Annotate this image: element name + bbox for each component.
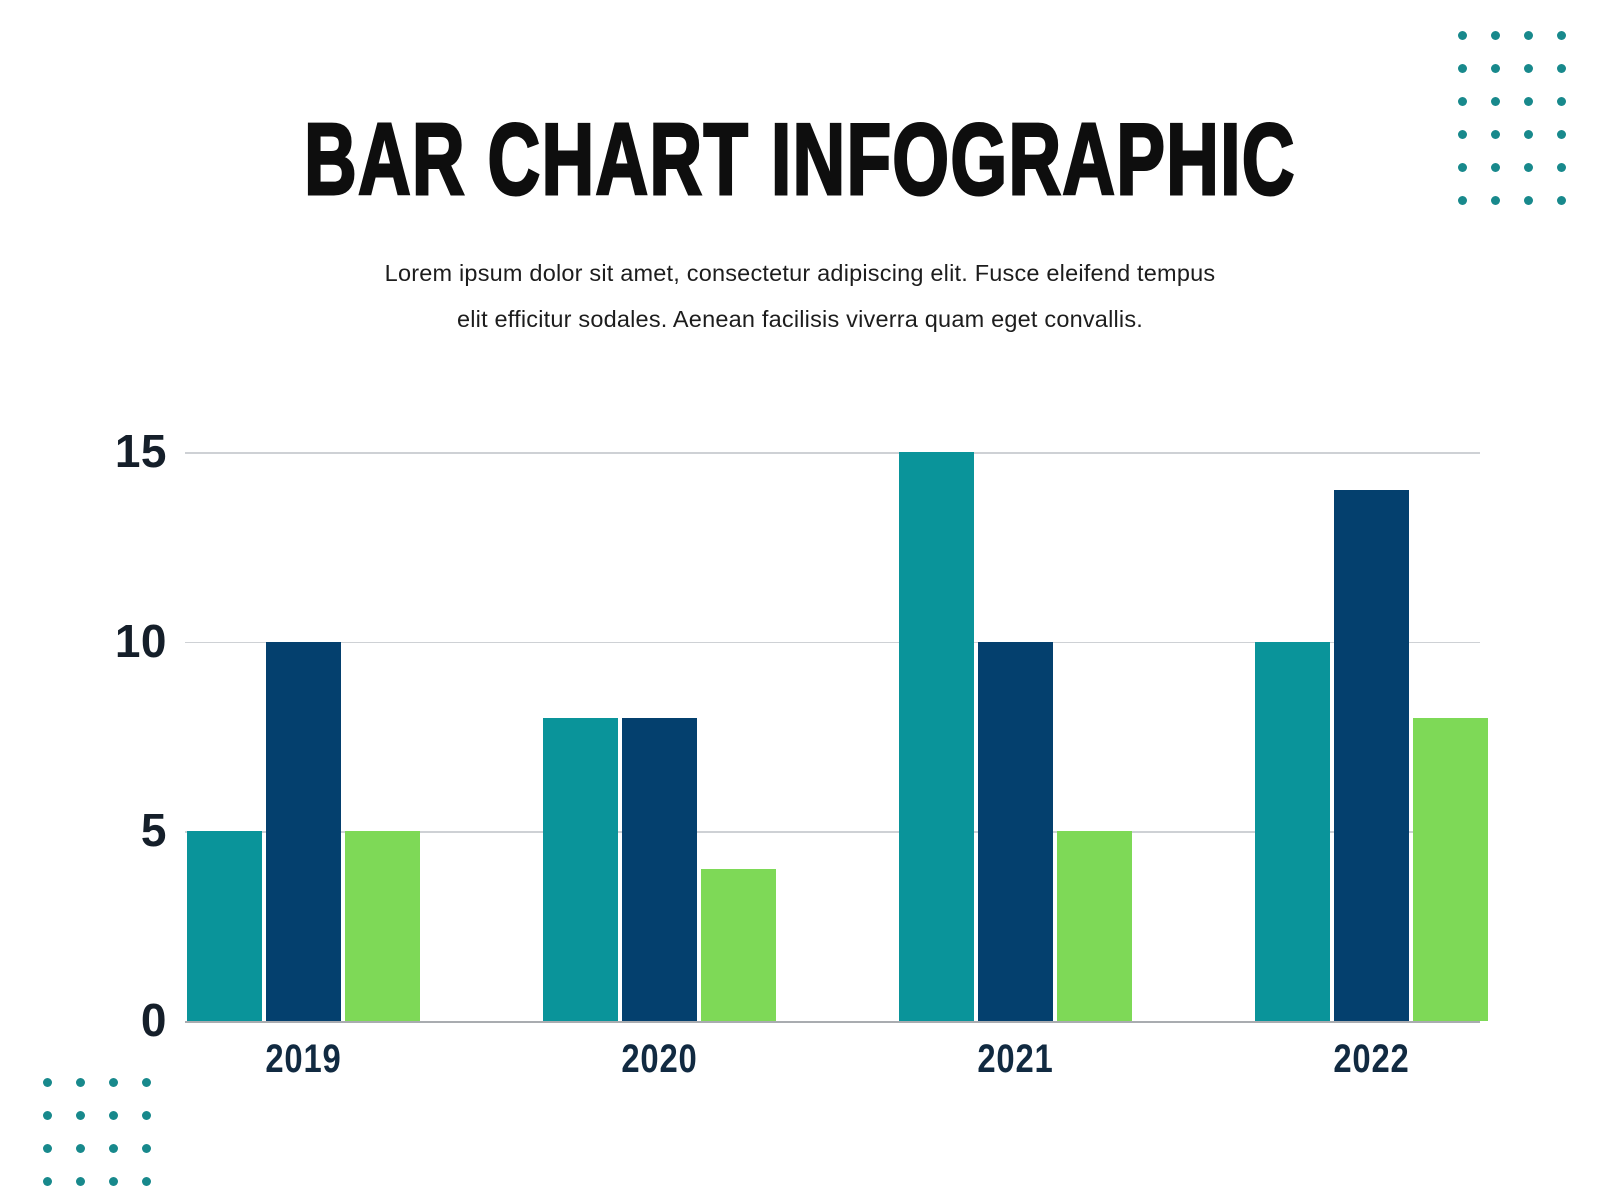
y-axis-tick-label-10: 10 [114, 614, 167, 667]
decor-dot [1557, 97, 1566, 106]
decor-dot [109, 1144, 118, 1153]
bar-series-2-navy-2022 [1334, 489, 1409, 1021]
x-axis-category-label-2021: 2021 [977, 1037, 1054, 1081]
decor-dot [1491, 163, 1500, 172]
x-axis-category-label-2020: 2020 [621, 1037, 698, 1081]
decor-dot [43, 1111, 52, 1120]
page-title: BAR CHART INFOGRAPHIC [303, 103, 1296, 218]
bar-series-2-navy-2021 [978, 641, 1053, 1021]
decor-dot [109, 1111, 118, 1120]
decor-dot [1458, 97, 1467, 106]
gridline-y-15 [185, 452, 1480, 454]
decor-dot [142, 1111, 151, 1120]
bar-group-2022 [1255, 489, 1488, 1021]
decor-dot [109, 1078, 118, 1087]
chart-plot-area: 2019 2020 2021 2022 [185, 452, 1488, 1081]
decor-dot-grid-top-right [1458, 31, 1566, 205]
decor-dot [1524, 31, 1533, 40]
bar-series-2-navy-2019 [266, 641, 341, 1021]
y-axis: 15 10 5 0 [55, 425, 167, 1046]
subtitle-line-2: elit efficitur sodales. Aenean facilisis… [456, 306, 1144, 332]
decor-dot [1524, 196, 1533, 205]
y-axis-tick-label-15: 15 [114, 424, 167, 477]
decor-dot [1557, 163, 1566, 172]
decor-dot [43, 1078, 52, 1087]
bar-group-2021 [899, 452, 1132, 1021]
bar-group-2019 [187, 641, 420, 1021]
decor-dot [76, 1177, 85, 1186]
decor-dot [1524, 163, 1533, 172]
decor-dot [76, 1078, 85, 1087]
decor-dot [1524, 130, 1533, 139]
decor-dot [1458, 31, 1467, 40]
subtitle-line-1: Lorem ipsum dolor sit amet, consectetur … [384, 260, 1216, 286]
decor-dot [109, 1177, 118, 1186]
subtitle: Lorem ipsum dolor sit amet, consectetur … [0, 250, 1600, 342]
gridline-y-5 [185, 831, 1480, 833]
decor-dot [1491, 130, 1500, 139]
decor-dot [1524, 64, 1533, 73]
decor-dot [1557, 130, 1566, 139]
bar-series-3-green-2022 [1413, 717, 1488, 1021]
decor-dot [43, 1144, 52, 1153]
decor-dot [142, 1144, 151, 1153]
bar-series-1-teal-2020 [543, 717, 618, 1021]
decor-dot [1491, 31, 1500, 40]
bar-series-1-teal-2019 [187, 831, 262, 1021]
decor-dot-grid-bottom-left [43, 1078, 151, 1186]
decor-dot [76, 1144, 85, 1153]
x-axis-category-label-2022: 2022 [1333, 1037, 1410, 1081]
decor-dot [1557, 64, 1566, 73]
decor-dot [1458, 163, 1467, 172]
decor-dot [1524, 97, 1533, 106]
bar-series-1-teal-2021 [899, 452, 974, 1021]
decor-dot [76, 1111, 85, 1120]
decor-dot [1557, 196, 1566, 205]
decor-dot [43, 1177, 52, 1186]
decor-dot [1458, 196, 1467, 205]
x-axis-baseline [185, 1021, 1480, 1023]
bar-series-2-navy-2020 [622, 717, 697, 1021]
bar-series-1-teal-2022 [1255, 641, 1330, 1021]
gridline-y-10 [185, 641, 1480, 644]
decor-dot [1557, 31, 1566, 40]
decor-dot [142, 1078, 151, 1087]
decor-dot [142, 1177, 151, 1186]
decor-dot [1458, 130, 1467, 139]
bar-series-3-green-2019 [345, 831, 420, 1021]
x-axis-category-label-2019: 2019 [265, 1037, 342, 1081]
decor-dot [1458, 64, 1467, 73]
bar-group-2020 [543, 717, 776, 1021]
y-axis-tick-label-5: 5 [140, 804, 167, 857]
bar-series-3-green-2020 [701, 869, 776, 1021]
bar-series-3-green-2021 [1057, 831, 1132, 1021]
decor-dot [1491, 196, 1500, 205]
y-axis-tick-label-0: 0 [140, 993, 167, 1046]
decor-dot [1491, 97, 1500, 106]
decor-dot [1491, 64, 1500, 73]
